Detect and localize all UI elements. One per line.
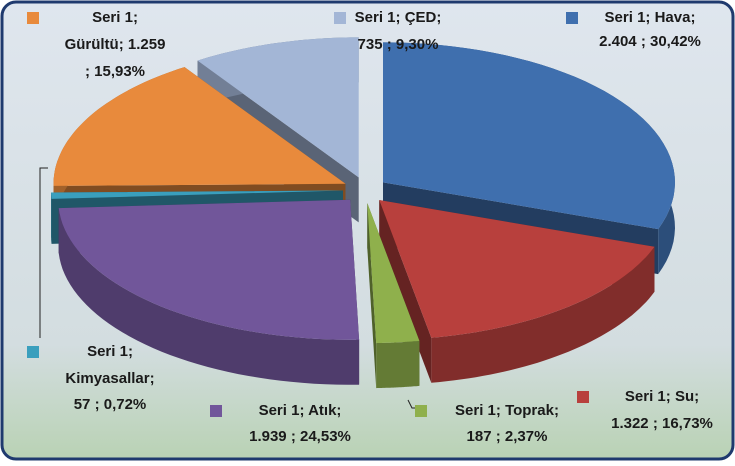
data-label: Seri 1; Toprak;	[455, 402, 559, 419]
slice	[51, 190, 343, 199]
label-part: ;	[128, 343, 133, 360]
label-part: ;	[133, 9, 138, 26]
label-part: ;	[95, 396, 100, 413]
data-label: Seri 1; Atık;	[259, 402, 342, 419]
label-part: 57	[74, 396, 91, 413]
slice-side	[376, 340, 420, 389]
label-part: 30,42%	[650, 33, 701, 50]
data-label: 187 ; 2,37%	[467, 428, 548, 445]
label-part: 2.404	[599, 33, 637, 50]
data-label: 2.404 ; 30,42%	[599, 33, 701, 50]
label-part: 1.939	[249, 428, 287, 445]
label-part: 187	[467, 428, 492, 445]
legend-key	[210, 405, 222, 417]
label-part: Seri 1	[355, 9, 396, 26]
label-part: 1.259	[128, 36, 166, 53]
pie	[51, 37, 675, 389]
label-part: ;	[299, 402, 304, 419]
label-part: 24,53%	[300, 428, 351, 445]
label-part: Su	[675, 388, 694, 405]
label-part: ;	[396, 9, 401, 26]
slice	[379, 200, 655, 338]
label-part: Gürültü	[65, 36, 119, 53]
label-part: 1.322	[611, 415, 649, 432]
data-labels: Seri 1; Hava;2.404 ; 30,42%Seri 1; Su;1.…	[27, 9, 713, 445]
slice-side	[51, 192, 52, 244]
label-part: Seri 1	[92, 9, 133, 26]
label-part: Hava	[655, 9, 692, 26]
label-part: ;	[694, 388, 699, 405]
slice-side	[379, 200, 432, 383]
data-label: Seri 1; Hava;	[605, 9, 696, 26]
label-part: ;	[291, 428, 296, 445]
legend-key	[577, 391, 589, 403]
slice	[383, 42, 675, 230]
data-label: 57 ; 0,72%	[74, 396, 147, 413]
data-label: ; 15,93%	[85, 63, 145, 80]
label-part: ;	[85, 63, 90, 80]
data-label: Seri 1; ÇED;	[355, 9, 442, 26]
slice	[58, 199, 360, 340]
label-part: ;	[387, 36, 392, 53]
label-part: 0,72%	[104, 396, 147, 413]
label-part: 2,37%	[505, 428, 548, 445]
data-label: Seri 1; Su;	[625, 388, 699, 405]
data-label: Seri 1;	[92, 9, 138, 26]
label-part: 15,93%	[94, 63, 145, 80]
label-part: ;	[496, 402, 501, 419]
label-part: Seri 1	[87, 343, 128, 360]
label-part: ;	[554, 402, 559, 419]
legend-key	[334, 12, 346, 24]
data-label: 735 ; 9,30%	[358, 36, 439, 53]
data-label: Kimyasallar;	[65, 370, 154, 387]
legend-key	[566, 12, 578, 24]
label-part: Atık	[308, 402, 337, 419]
label-part: Kimyasallar	[65, 370, 149, 387]
label-part: ;	[119, 36, 124, 53]
label-part: Seri 1	[455, 402, 496, 419]
label-part: Seri 1	[625, 388, 666, 405]
label-part: ;	[653, 415, 658, 432]
slice-side	[58, 208, 360, 385]
label-part: Seri 1	[605, 9, 646, 26]
label-part: ÇED	[405, 9, 437, 26]
label-part: Seri 1	[259, 402, 300, 419]
legend-key	[27, 12, 39, 24]
legend-key	[415, 405, 427, 417]
label-part: ;	[641, 33, 646, 50]
label-part: ;	[666, 388, 671, 405]
data-label: Gürültü; 1.259	[65, 36, 166, 53]
legend-key	[27, 346, 39, 358]
slice-side	[367, 203, 377, 389]
slice-side	[431, 246, 655, 383]
label-part: Toprak	[505, 402, 555, 419]
slice	[367, 203, 420, 344]
data-label: Seri 1;	[87, 343, 133, 360]
label-part: 735	[358, 36, 383, 53]
label-part: ;	[690, 9, 695, 26]
label-part: ;	[336, 402, 341, 419]
label-part: 9,30%	[396, 36, 439, 53]
data-label: 1.322 ; 16,73%	[611, 415, 713, 432]
label-part: ;	[496, 428, 501, 445]
label-part: ;	[645, 9, 650, 26]
label-part: ;	[436, 9, 441, 26]
label-part: 16,73%	[662, 415, 713, 432]
data-label: 1.939 ; 24,53%	[249, 428, 351, 445]
slice	[53, 67, 346, 186]
label-part: ;	[150, 370, 155, 387]
slice	[197, 37, 359, 178]
leader-line	[39, 167, 48, 338]
